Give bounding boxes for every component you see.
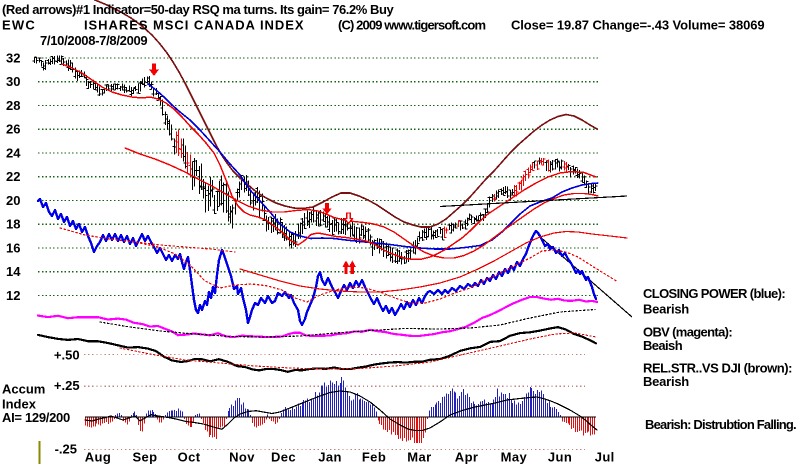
svg-text:28: 28 [6, 98, 20, 113]
svg-text:20: 20 [6, 193, 20, 208]
svg-text:EWC: EWC [2, 18, 36, 33]
svg-text:Apr: Apr [455, 450, 479, 464]
svg-text:May: May [501, 450, 528, 464]
svg-text:Dec: Dec [271, 450, 296, 464]
svg-text:+.50: +.50 [54, 347, 80, 362]
svg-text:Bearish: Bearish [643, 374, 689, 389]
svg-text:-.25: -.25 [55, 442, 77, 457]
svg-text:AI= 129/200: AI= 129/200 [2, 410, 70, 425]
svg-text:18: 18 [6, 217, 20, 232]
svg-text:Jun: Jun [548, 450, 572, 464]
svg-text:22: 22 [6, 169, 20, 184]
svg-text:Nov: Nov [229, 450, 255, 464]
svg-text:Beaish: Beaish [643, 338, 683, 353]
svg-text:26: 26 [6, 122, 20, 137]
svg-text:Index: Index [2, 397, 37, 412]
svg-text:Close= 19.87 Change=-.43 Vol: Close= 19.87 Change=-.43 Volume= 38069 [511, 18, 765, 33]
svg-text:ISHARES MSCI CANADA INDEX: ISHARES MSCI CANADA INDEX [84, 18, 304, 33]
svg-text:Bearish: Bearish [643, 301, 689, 316]
svg-text:Aug: Aug [85, 450, 111, 464]
svg-text:(Red arrows)#1 Indicator=50-da: (Red arrows)#1 Indicator=50-day RSQ ma t… [2, 2, 394, 17]
svg-text:Feb: Feb [362, 450, 386, 464]
svg-text:Jul: Jul [595, 450, 615, 464]
svg-text:Accum: Accum [2, 382, 45, 397]
svg-text:24: 24 [6, 145, 21, 160]
svg-text:Bearish: Distrubtion Falling.: Bearish: Distrubtion Falling. [645, 417, 796, 432]
svg-text:Sep: Sep [132, 450, 157, 464]
svg-text:Oct: Oct [178, 450, 201, 464]
svg-text:Jan: Jan [318, 450, 342, 464]
svg-text:Mar: Mar [407, 450, 431, 464]
svg-text:(C) 2009 www.tigersoft.com: (C) 2009 www.tigersoft.com [338, 18, 485, 33]
svg-text:REL.STR..VS DJI (brown):: REL.STR..VS DJI (brown): [643, 360, 792, 375]
svg-text:7/10/2008-7/8/2009: 7/10/2008-7/8/2009 [40, 33, 147, 48]
svg-text:32: 32 [6, 51, 20, 66]
svg-text:CLOSING POWER (blue):: CLOSING POWER (blue): [643, 286, 785, 301]
svg-text:+.25: +.25 [54, 378, 80, 393]
svg-text:12: 12 [6, 288, 20, 303]
svg-text:OBV (magenta):: OBV (magenta): [643, 324, 732, 339]
svg-text:14: 14 [6, 264, 21, 279]
svg-text:16: 16 [6, 240, 20, 255]
svg-text:30: 30 [6, 74, 20, 89]
